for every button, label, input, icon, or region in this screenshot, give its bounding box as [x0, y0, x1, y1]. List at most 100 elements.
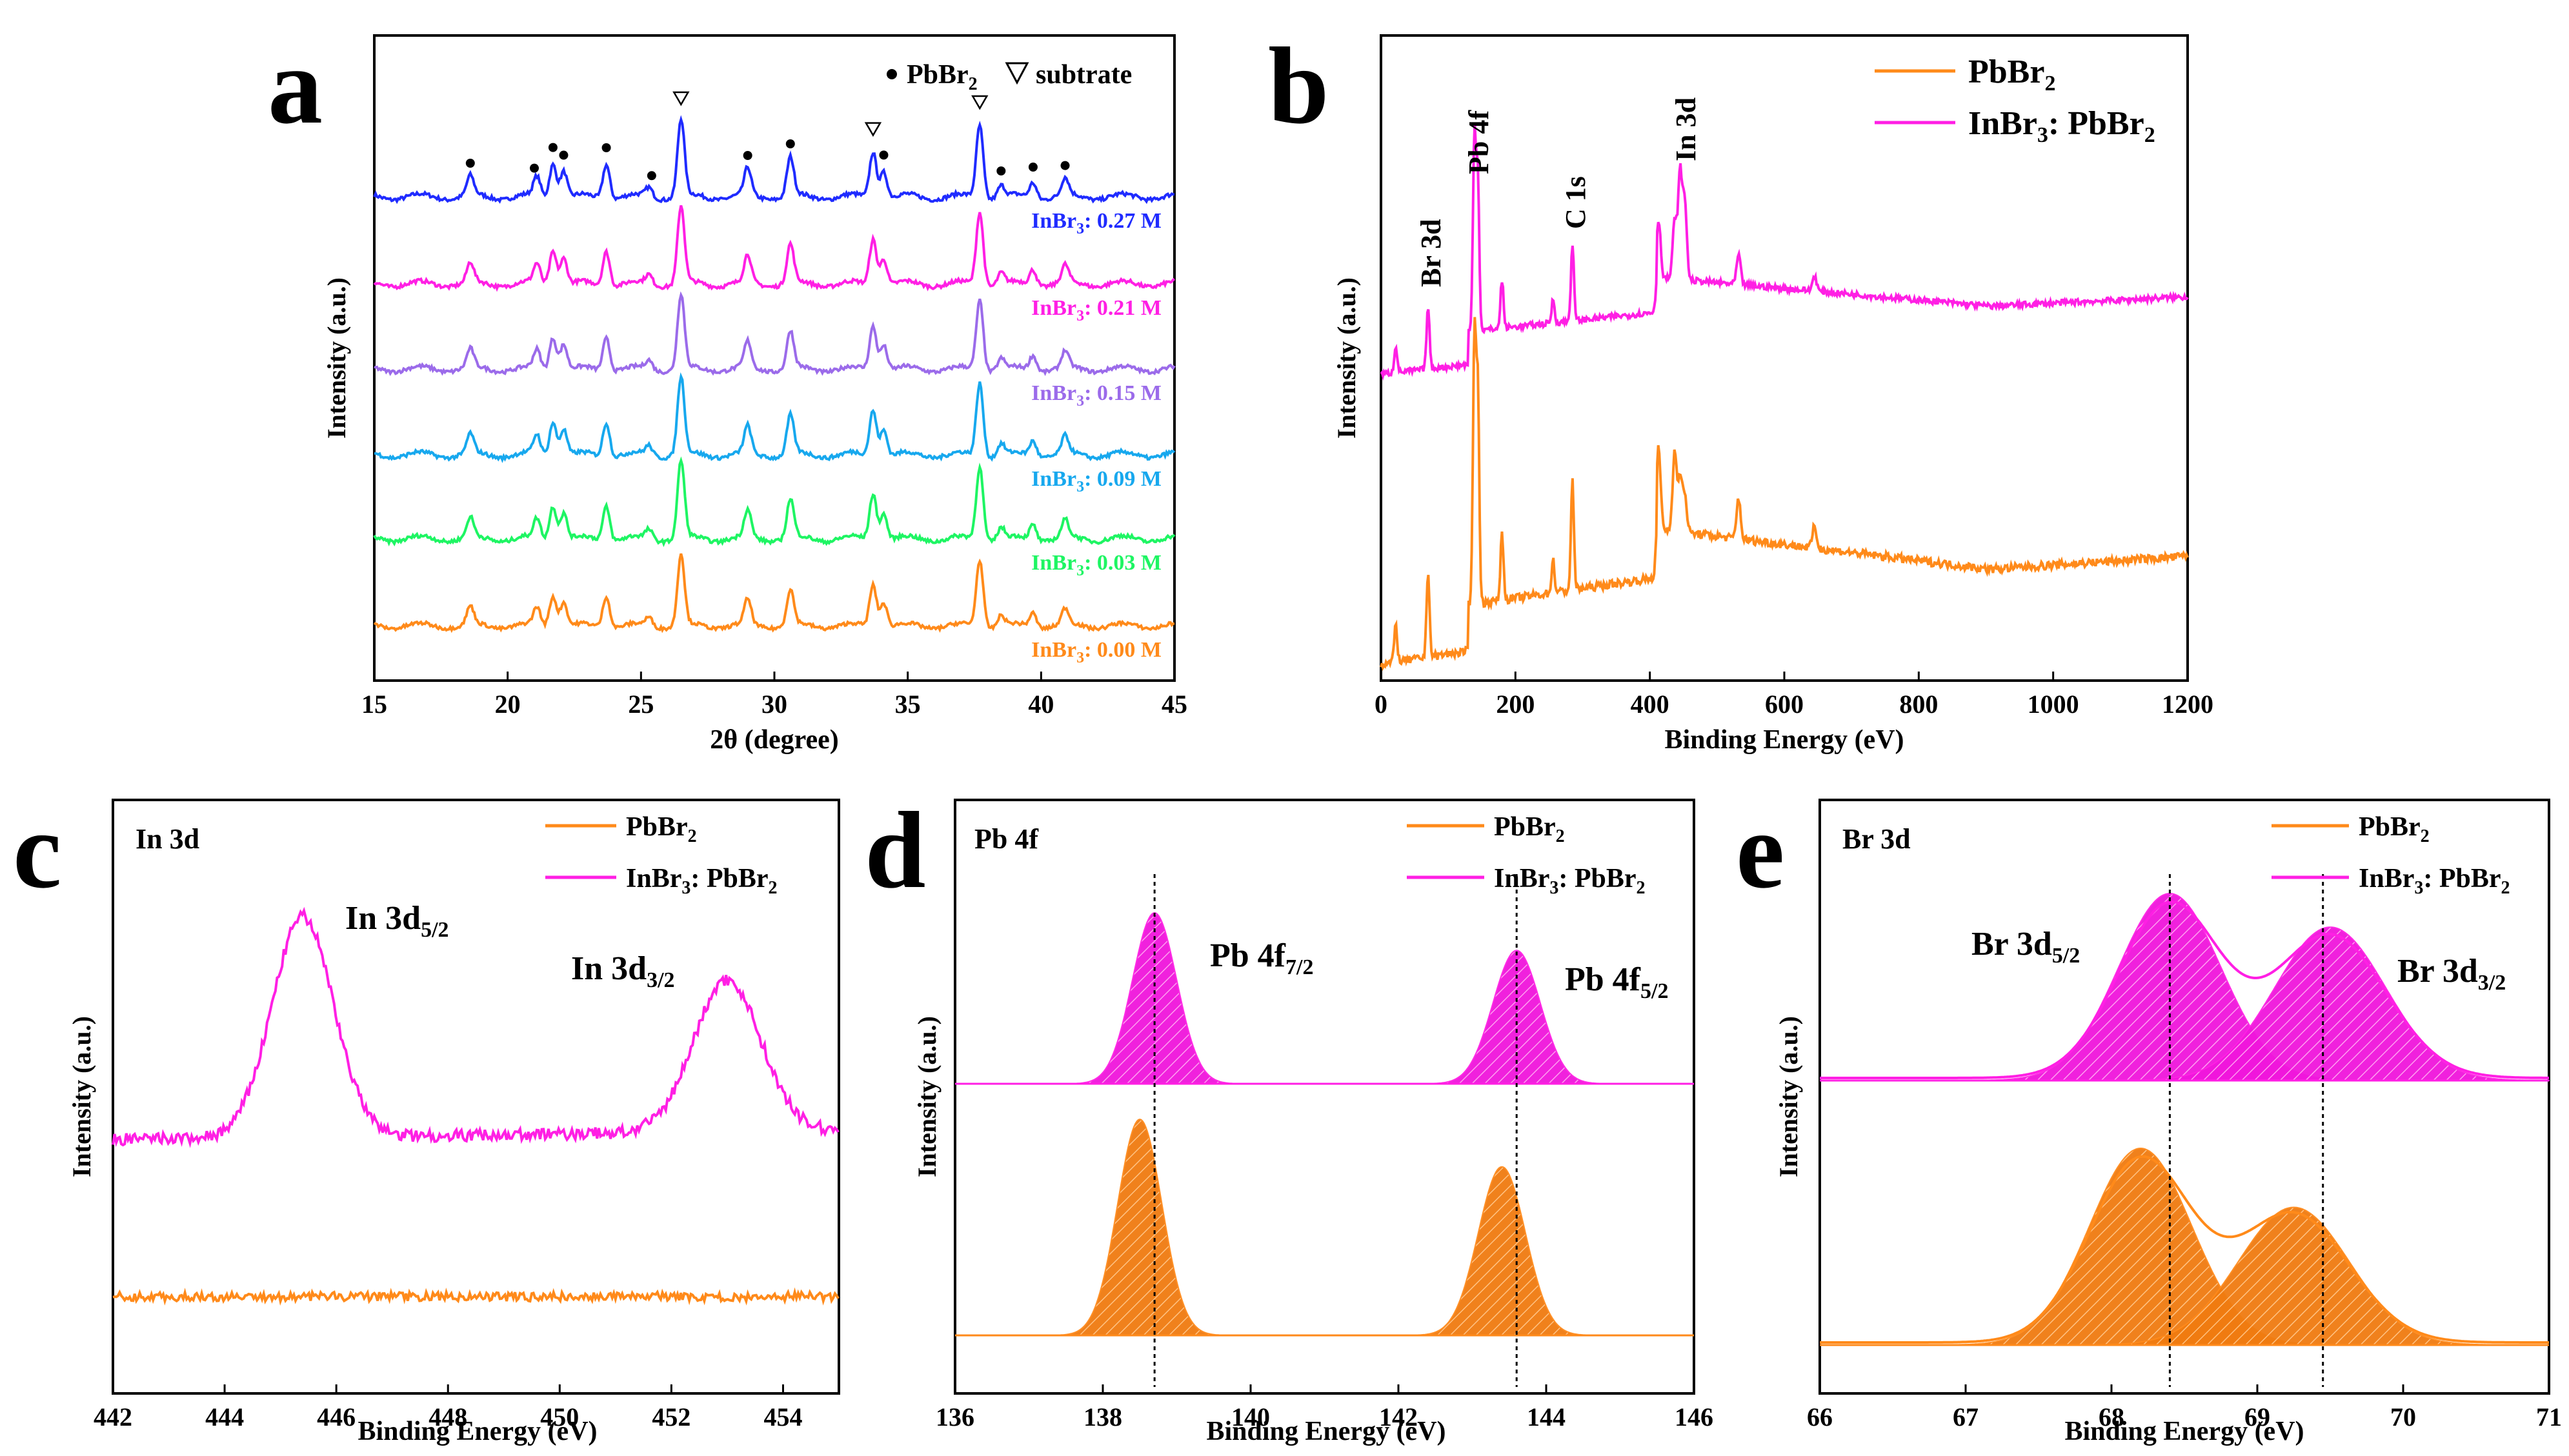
x-tick-label: 450 [540, 1402, 579, 1431]
panel-e-xlabel: Binding Energy (eV) [2064, 1417, 2304, 1446]
panel-e: e Br 3d 66 67 68 69 70 71 Binding Energy (eV)… [1736, 790, 2562, 1446]
panel-c-label: c [13, 790, 61, 911]
x-tick-label: 600 [1765, 690, 1804, 719]
x-tick-label: 800 [1899, 690, 1938, 719]
x-tick-label: 442 [94, 1402, 132, 1431]
x-tick-label: 30 [761, 690, 787, 719]
panel-a-legend: PbBr2 subtrate [887, 60, 1132, 94]
x-tick-label: 25 [628, 690, 654, 719]
x-tick-label: 136 [936, 1402, 974, 1431]
panel-e-frame [1818, 799, 2550, 1395]
xrd-series-line [374, 372, 1176, 463]
pbbr2-peak-marker [1060, 161, 1070, 170]
pbbr2-peak-marker [465, 159, 475, 168]
pbbr2-peak-marker [743, 151, 752, 160]
legend-e-pbbr2-text: PbBr2 [2359, 812, 2430, 846]
pbbr2-peak-marker [530, 163, 539, 173]
peak-label-c1s: C 1s [1560, 176, 1591, 229]
panel-d-title: Pb 4f [974, 823, 1039, 855]
fitted-peak-area [955, 1118, 1694, 1336]
panel-c: c In 3d 442 444 446 448 450 452 454 Binding En… [13, 790, 840, 1446]
legend-e-inbr3-text: InBr3: PbBr2 [2359, 864, 2510, 898]
x-tick-label: 140 [1231, 1402, 1270, 1431]
pbbr2-peak-marker [647, 171, 656, 181]
survey-series-line [1380, 317, 2189, 672]
pbbr2-dot-icon [887, 69, 897, 79]
x-tick-label: 1000 [2028, 690, 2079, 719]
x-tick-label: 142 [1379, 1402, 1418, 1431]
panel-e-x-ticks: 66 67 68 69 70 71 [1807, 1384, 2562, 1431]
peak-label-br3d32: Br 3d3/2 [2397, 953, 2506, 995]
x-tick-label: 35 [895, 690, 921, 719]
peak-label-pb4f72: Pb 4f7/2 [1210, 937, 1313, 979]
x-tick-label: 45 [1162, 690, 1187, 719]
fitted-peak-area [955, 1166, 1694, 1336]
panel-c-x-ticks: 442 444 446 448 450 452 454 [94, 1384, 802, 1431]
panel-e-label: e [1736, 790, 1784, 911]
panel-e-legend: PbBr2 InBr3: PbBr2 [2272, 812, 2510, 898]
panel-a-label: a [268, 25, 323, 146]
pbbr2-peak-marker [559, 150, 569, 160]
peak-label-br3d: Br 3d [1415, 219, 1447, 287]
peak-label-pb4f52: Pb 4f5/2 [1565, 961, 1668, 1003]
panel-d-frame [954, 799, 1695, 1395]
panel-e-plot [1820, 874, 2550, 1387]
xrd-series-label: InBr3: 0.15 M [1031, 381, 1162, 410]
x-tick-label: 200 [1496, 690, 1535, 719]
envelope-line [1820, 1155, 2549, 1344]
fitted-peak-area [1820, 1147, 2549, 1346]
substrate-peak-marker [672, 91, 690, 106]
panel-c-xlabel: Binding Energy (eV) [358, 1417, 597, 1446]
xrd-series-line [373, 456, 1176, 548]
x-tick-label: 1200 [2162, 690, 2213, 719]
xrd-series-label: InBr3: 0.21 M [1031, 296, 1162, 324]
xrd-series-label: InBr3: 0.00 M [1031, 638, 1162, 666]
panel-a-frame [373, 34, 1176, 682]
pbbr2-peak-marker [1028, 163, 1038, 172]
peak-label-in3d52: In 3d5/2 [345, 900, 449, 942]
xrd-series-label: InBr3: 0.27 M [1031, 209, 1162, 237]
in3d-inbr3-line [112, 906, 840, 1148]
panel-b-xlabel: Binding Energy (eV) [1664, 725, 1904, 755]
legend-d-pbbr2-text: PbBr2 [1494, 812, 1565, 846]
panel-d-ylabel: Intensity (a.u.) [912, 1016, 942, 1177]
panel-d-x-ticks: 136 138 140 142 144 146 [936, 1384, 1713, 1431]
substrate-peak-marker [971, 95, 989, 110]
survey-series-line [1380, 123, 2189, 381]
xrd-series-line [374, 291, 1176, 377]
x-tick-label: 448 [428, 1402, 467, 1431]
panel-b-legend: PbBr2 InBr3: PbBr2 [1875, 54, 2155, 147]
panel-a-x-ticks: 15 20 25 30 35 40 45 [361, 672, 1187, 719]
panel-a-xlabel: 2θ (degree) [710, 725, 839, 755]
panel-b: b 0 200 400 600 800 1000 1200 Binding Energy (… [1268, 25, 2213, 755]
x-tick-label: 146 [1675, 1402, 1713, 1431]
pbbr2-peak-marker [879, 150, 889, 160]
x-tick-label: 144 [1527, 1402, 1566, 1431]
x-tick-label: 68 [2099, 1402, 2124, 1431]
peak-label-in3d: In 3d [1670, 97, 1702, 161]
panel-c-plot [112, 906, 840, 1306]
panel-d-xlabel: Binding Energy (eV) [1206, 1417, 1446, 1446]
panel-c-title: In 3d [136, 823, 199, 855]
panel-a-plot [373, 91, 1176, 633]
panel-a-series-labels: InBr3: 0.27 M InBr3: 0.21 M InBr3: 0.15 M I… [1031, 209, 1162, 666]
x-tick-label: 20 [495, 690, 521, 719]
panel-e-title: Br 3d [1842, 823, 1911, 855]
legend-a-dot-text: PbBr2 [907, 60, 978, 94]
xrd-series-label: InBr3: 0.03 M [1031, 551, 1162, 579]
in3d-pbbr2-line [112, 1287, 840, 1306]
envelope-line [1820, 900, 2549, 1079]
substrate-triangle-icon [1005, 62, 1029, 85]
pbbr2-peak-marker [996, 166, 1006, 175]
panel-c-legend: PbBr2 InBr3: PbBr2 [545, 812, 778, 898]
xrd-series-line [373, 204, 1176, 292]
panel-b-label: b [1268, 25, 1329, 146]
pbbr2-peak-marker [785, 139, 795, 148]
x-tick-label: 40 [1028, 690, 1054, 719]
panel-d-label: d [865, 790, 926, 911]
legend-c-inbr3-text: InBr3: PbBr2 [626, 864, 778, 898]
x-tick-label: 400 [1631, 690, 1669, 719]
panel-b-ylabel: Intensity (a.u.) [1332, 277, 1361, 439]
x-tick-label: 444 [205, 1402, 244, 1431]
